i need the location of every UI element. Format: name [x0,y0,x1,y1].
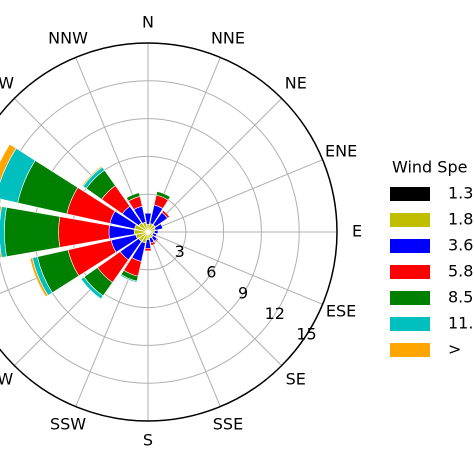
wedge [119,274,138,283]
wedge [161,209,171,219]
direction-label: NNE [211,28,245,47]
legend-swatch [390,187,430,201]
wedge [151,232,157,238]
wedge [80,276,104,300]
wedge [144,212,152,225]
spoke [147,231,282,366]
r-tick-label: 12 [265,304,285,323]
legend-swatch [390,239,430,253]
wedge [0,205,2,259]
r-tick-label: 6 [206,263,216,282]
legend-label: 1.8 [448,210,473,229]
wedge [4,206,61,258]
r-tick-label: 9 [238,283,248,302]
direction-label: SE [286,369,306,388]
wedge [150,241,156,246]
r-tick-label: 3 [175,242,185,261]
legend-label: 1.3 [448,184,473,203]
wedge [125,192,141,202]
legend-label: 3.6 [448,236,473,255]
direction-label: N [142,13,154,32]
wedge [153,223,164,231]
r-tick-label: 15 [296,324,316,343]
spoke [147,231,221,407]
legend-swatch [390,343,430,357]
grid-circle [0,80,300,384]
wedge [29,257,49,298]
direction-label: NE [285,74,307,93]
direction-label: SSW [50,415,86,434]
legend-swatch [390,213,430,227]
legend-swatch [390,317,430,331]
spoke [147,98,282,233]
direction-label: SW [0,369,13,388]
direction-label: E [352,222,362,241]
direction-label: SSE [213,415,243,434]
wedge [153,229,159,235]
direction-label: ESE [326,301,356,320]
legend-label: 11. [448,314,473,333]
wedge [154,238,159,243]
outer-circle [0,42,338,422]
legend-label: > [448,340,461,359]
spoke [147,159,323,233]
direction-label: ENE [325,142,357,161]
spoke [147,231,323,305]
legend-label: 5.8 [448,262,473,281]
direction-label: S [143,431,153,450]
direction-label: NW [0,74,14,93]
wedge [155,191,171,201]
wedge [81,165,103,187]
direction-label: NNW [48,28,88,47]
legend-label: 8.5 [448,288,473,307]
wedge [0,143,17,184]
legend-swatch [390,291,430,305]
legend-title: Wind Spe [392,158,467,177]
wedge [144,247,152,252]
legend-swatch [390,265,430,279]
